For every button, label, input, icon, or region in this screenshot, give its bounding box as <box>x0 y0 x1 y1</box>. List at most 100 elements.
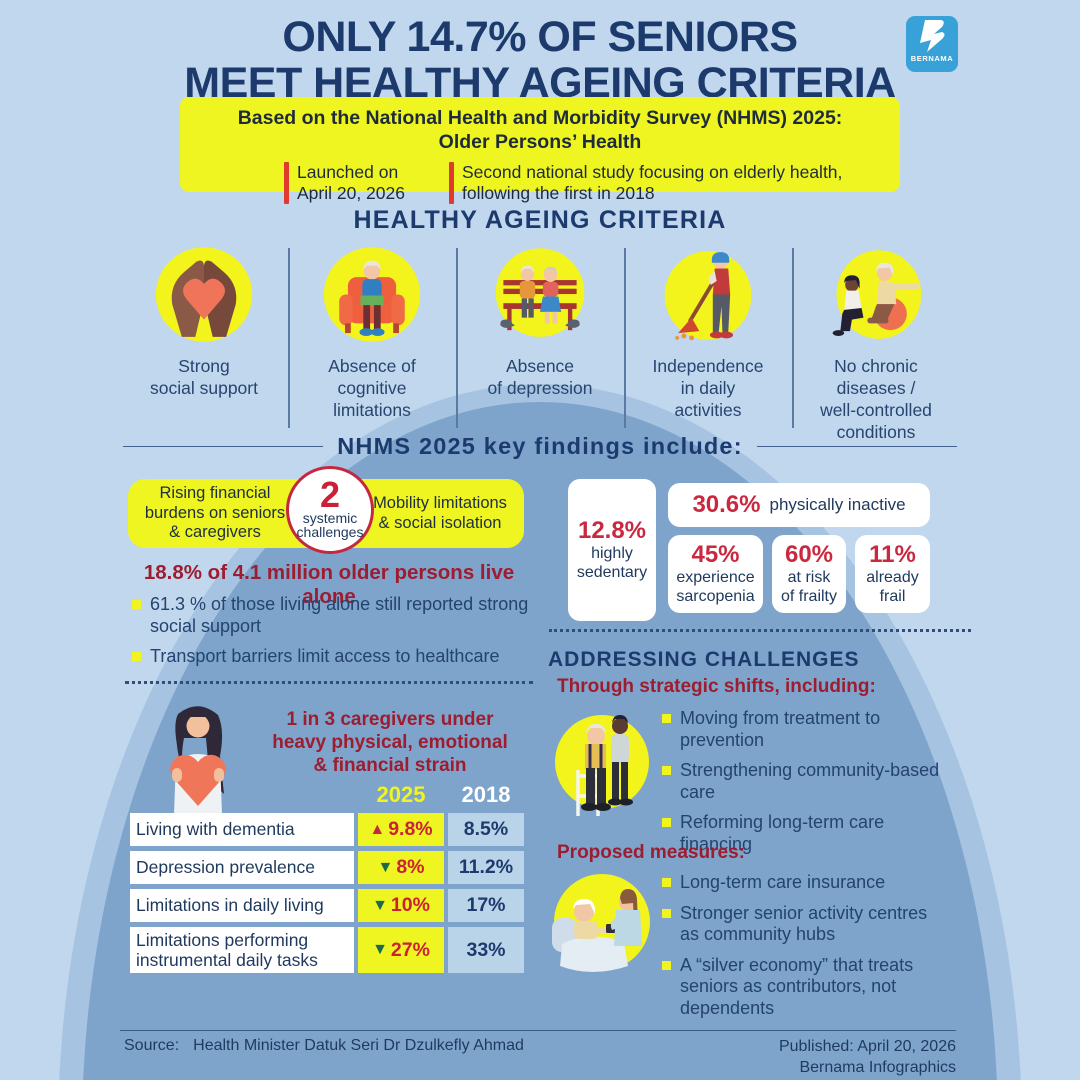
measure-bullet: Stronger senior activity centres as comm… <box>662 903 958 946</box>
challenge-left-text: Rising financial burdens on seniors & ca… <box>144 484 286 542</box>
shift-bullet-text: Strengthening community-based care <box>680 760 940 802</box>
bullet-square-icon <box>662 878 671 887</box>
criteria-divider <box>456 248 458 428</box>
value-2018-cell: 8.5% <box>448 813 524 846</box>
stat-already-frail: 11% already frail <box>855 535 930 613</box>
criteria-label: No chronic diseases / well-controlled co… <box>820 356 932 442</box>
publisher-credit: Bernama Infographics <box>799 1058 956 1076</box>
strategic-shifts-bullets: Moving from treatment to prevention Stre… <box>662 708 948 865</box>
shift-bullet: Reforming long-term care financing <box>662 812 948 855</box>
stat-sarcopenia: 45% experience sarcopenia <box>668 535 763 613</box>
strategic-shifts-heading: Through strategic shifts, including: <box>557 676 876 697</box>
stat-label: highly sedentary <box>576 545 648 581</box>
survey-box: Based on the National Health and Morbidi… <box>180 97 900 204</box>
challenges-number: 2 <box>319 474 341 516</box>
caregiver-table-header: 2025 2018 <box>130 781 528 808</box>
rule-line <box>756 445 957 448</box>
value-2025: 9.8% <box>388 818 433 840</box>
bullet-square-icon <box>662 960 671 970</box>
criteria-divider <box>792 248 794 428</box>
stat-label: experience sarcopenia <box>676 569 755 605</box>
stat-label: already frail <box>866 569 919 605</box>
criteria-divider <box>288 248 290 428</box>
measure-bullet: Long-term care insurance <box>662 872 958 894</box>
bullet-square-icon <box>662 908 671 918</box>
survey-launch-text: Launched on April 20, 2026 <box>297 161 405 203</box>
trend-arrow-icon: ▼ <box>377 858 394 876</box>
exercise-assist-icon <box>832 250 922 339</box>
findings-heading: NHMS 2025 key findings include: <box>123 433 957 460</box>
stat-value: 45% <box>691 541 740 569</box>
couple-on-bench-icon <box>495 248 585 337</box>
proposed-measures-heading: Proposed measures: <box>557 842 745 863</box>
finding-bullet-text: Transport barriers limit access to healt… <box>150 646 500 667</box>
findings-bullets: 61.3 % of those living alone still repor… <box>132 594 536 677</box>
table-row: Depression prevalence ▼ 8% 11.2% <box>130 851 528 884</box>
walker-illustration <box>555 715 649 816</box>
footer-published: Published: April 20, 2026 Bernama Infogr… <box>779 1037 956 1079</box>
table-row: Limitations in daily living ▼ 10% 17% <box>130 889 528 922</box>
survey-item-study: Second national study focusing on elderl… <box>449 161 843 204</box>
criteria-label: Absence of cognitive limitations <box>328 356 416 420</box>
column-header-2025: 2025 <box>376 781 426 807</box>
stat-highly-sedentary: 12.8% highly sedentary <box>568 479 656 621</box>
measure-bullet: A “silver economy” that treats seniors a… <box>662 955 958 1020</box>
criteria-item-no-chronic: No chronic diseases / well-controlled co… <box>792 244 960 444</box>
person-sweeping-icon <box>664 251 752 341</box>
bullet-square-icon <box>132 600 141 609</box>
proposed-measures-bullets: Long-term care insurance Stronger senior… <box>662 872 958 1029</box>
shift-bullet: Strengthening community-based care <box>662 760 948 803</box>
caregiver-table: 2025 2018 Living with dementia ▲ 9.8% 8.… <box>130 781 528 973</box>
value-2025: 8% <box>396 856 425 878</box>
man-in-armchair-icon <box>323 247 421 342</box>
table-row: Limitations performing instrumental dail… <box>130 927 528 973</box>
bullet-square-icon <box>132 652 141 662</box>
red-accent-bar <box>284 161 289 204</box>
survey-heading-line-1: Based on the National Health and Morbidi… <box>237 107 843 129</box>
source-value: Health Minister Datuk Seri Dr Dzulkefly … <box>193 1037 524 1054</box>
challenges-count-badge: 2 systemic challenges <box>286 466 374 554</box>
bullet-square-icon <box>662 818 671 828</box>
criteria-row: Strong social support Absence of cogniti… <box>120 244 960 444</box>
trend-arrow-icon: ▼ <box>372 896 388 914</box>
criteria-label: Independence in daily activities <box>652 356 764 420</box>
criteria-label: Absence of depression <box>487 356 593 398</box>
value-2018-cell: 33% <box>448 927 524 973</box>
shift-bullet-text: Reforming long-term care financing <box>680 812 885 854</box>
value-2025: 27% <box>390 938 430 961</box>
rule-line <box>123 445 324 448</box>
addressing-heading: ADDRESSING CHALLENGES <box>548 648 860 671</box>
row-label: Depression prevalence <box>130 851 354 884</box>
criteria-heading: HEALTHY AGEING CRITERIA <box>353 206 727 234</box>
measure-bullet-text: A “silver economy” that treats seniors a… <box>680 954 914 1018</box>
stat-physically-inactive: 30.6% physically inactive <box>668 483 930 527</box>
value-2025-cell: ▼ 10% <box>358 889 444 922</box>
caregiver-woman-illustration <box>170 706 226 814</box>
row-label: Limitations in daily living <box>130 889 354 922</box>
criteria-item-cognitive: Absence of cognitive limitations <box>288 244 456 444</box>
survey-study-text: Second national study focusing on elderl… <box>462 161 843 203</box>
value-2025-cell: ▲ 9.8% <box>358 813 444 846</box>
dotted-separator <box>549 629 971 632</box>
survey-heading-line-2: Older Persons’ Health <box>438 130 642 153</box>
challenges-number-label: systemic challenges <box>296 509 364 541</box>
criteria-divider <box>624 248 626 428</box>
stat-frailty-risk: 60% at risk of frailty <box>772 535 846 613</box>
finding-bullet-text: 61.3 % of those living alone still repor… <box>150 594 529 636</box>
stat-value: 12.8% <box>577 517 647 545</box>
published-date: Published: April 20, 2026 <box>778 1038 956 1055</box>
caregivers-heading: 1 in 3 caregivers under heavy physical, … <box>272 709 508 777</box>
value-2018-cell: 11.2% <box>448 851 524 884</box>
table-row: Living with dementia ▲ 9.8% 8.5% <box>130 813 528 846</box>
trend-arrow-icon: ▲ <box>369 820 386 838</box>
bernama-logo: BERNAMA <box>906 16 958 72</box>
trend-arrow-icon: ▼ <box>372 941 388 958</box>
stat-label: physically inactive <box>769 495 906 515</box>
bullet-square-icon <box>662 714 671 723</box>
measure-bullet-text: Long-term care insurance <box>680 872 886 892</box>
finding-bullet: Transport barriers limit access to healt… <box>132 646 536 668</box>
column-header-2018: 2018 <box>461 781 511 807</box>
survey-details-row: Launched on April 20, 2026 Second nation… <box>180 161 900 204</box>
red-accent-bar <box>449 161 454 204</box>
survey-item-launch: Launched on April 20, 2026 <box>284 161 405 204</box>
